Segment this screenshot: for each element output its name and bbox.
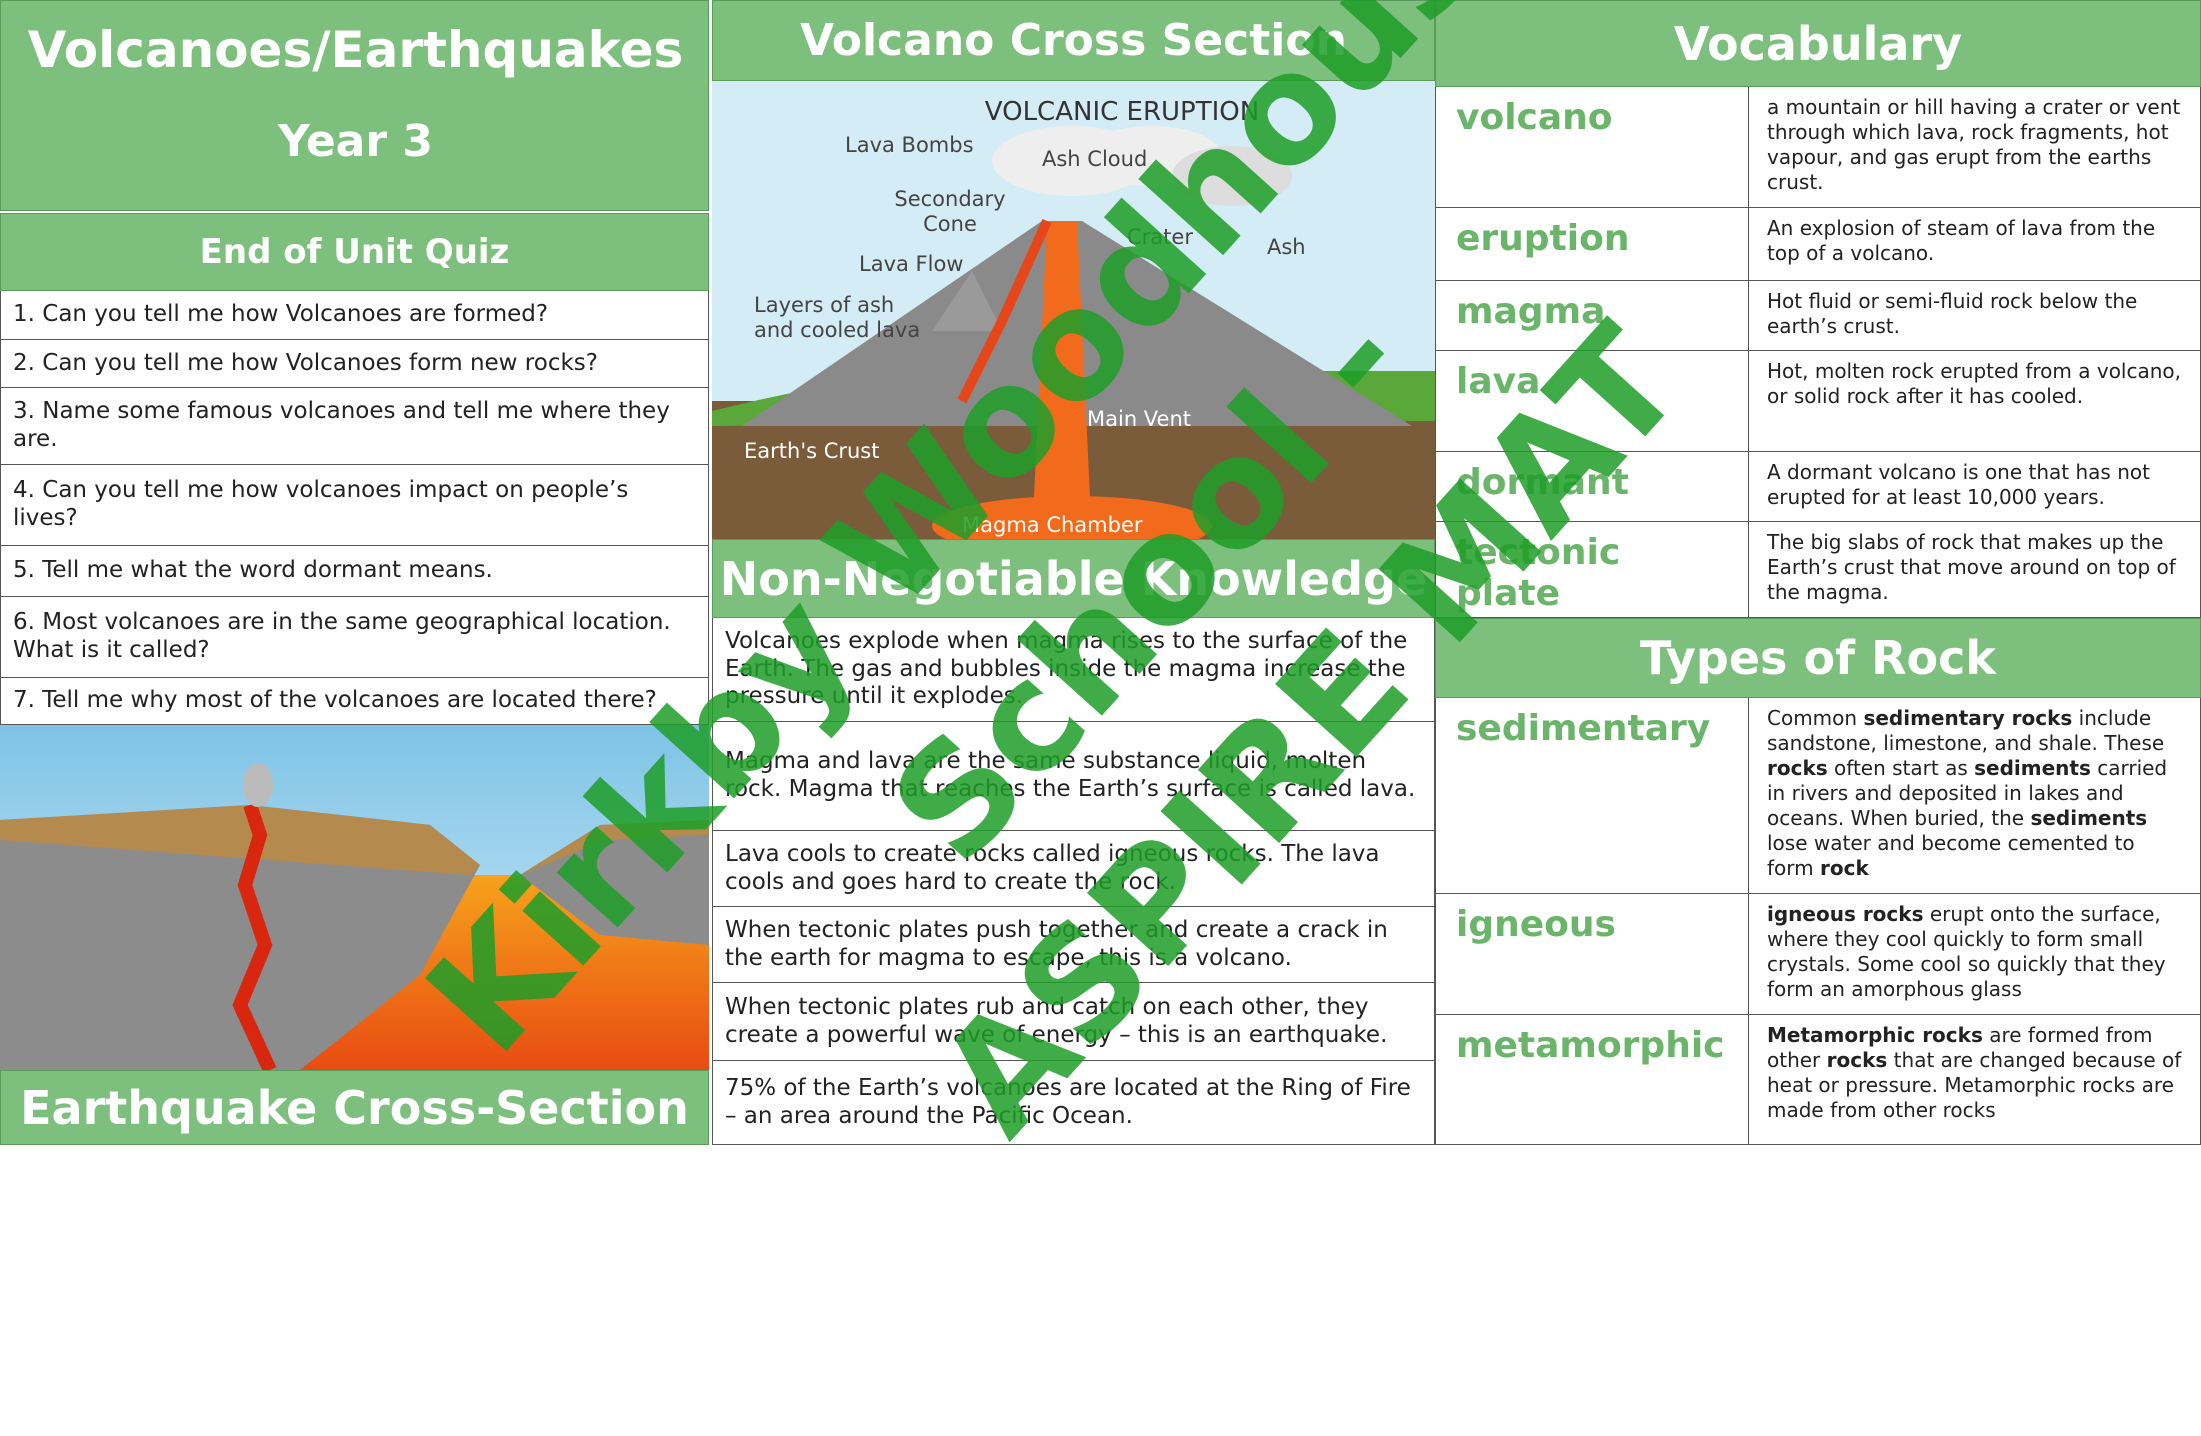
quiz-question: 5. Tell me what the word dormant means. [0, 546, 709, 597]
bold-run: igneous rocks [1767, 902, 1923, 926]
quiz-question: 6. Most volcanoes are in the same geogra… [0, 597, 709, 678]
knowledge-item: Magma and lava are the same substance li… [712, 722, 1435, 831]
vocab-word: dormant [1435, 452, 1748, 522]
bold-run: rocks [1767, 756, 1828, 780]
earthquake-title: Earthquake Cross-Section [0, 1070, 709, 1145]
subtitle: Year 3 [1, 116, 710, 176]
earthquake-diagram [0, 725, 709, 1070]
rock-word: sedimentary [1435, 698, 1748, 894]
title-panel: Volcanoes/Earthquakes Year 3 [0, 0, 709, 211]
vocab-definition: An explosion of steam of lava from the t… [1748, 208, 2201, 281]
vocab-definition: Hot, molten rock erupted from a volcano,… [1748, 351, 2201, 452]
rock-definition: Metamorphic rocks are formed from other … [1748, 1015, 2201, 1145]
quiz-title: End of Unit Quiz [0, 213, 709, 291]
knowledge-item: Lava cools to create rocks called igneou… [712, 831, 1435, 907]
text-run: often start as [1828, 756, 1974, 780]
vocab-definition: The big slabs of rock that makes up the … [1748, 522, 2201, 618]
vocab-word: tectonic plate [1435, 522, 1748, 618]
rock-definition: igneous rocks erupt onto the surface, wh… [1748, 894, 2201, 1015]
page: Volcanoes/Earthquakes Year 3 End of Unit Q… [0, 0, 2201, 1145]
diagram-label: Earth's Crust [744, 439, 924, 499]
bold-run: sediments [2030, 806, 2147, 830]
diagram-label: Main Vent [1087, 407, 1237, 467]
rock-word: metamorphic [1435, 1015, 1748, 1145]
quiz-question: 3. Name some famous volcanoes and tell m… [0, 388, 709, 465]
diagram-label: Lava Bombs [845, 133, 985, 193]
quiz-question: 1. Can you tell me how Volcanoes are for… [0, 291, 709, 340]
bold-run: rocks [1827, 1048, 1888, 1072]
bold-run: sedimentary rocks [1863, 706, 2072, 730]
bold-run: Metamorphic rocks [1767, 1023, 1983, 1047]
diagram-label: Crater [1127, 225, 1247, 285]
bold-run: sediments [1974, 756, 2091, 780]
quiz-question: 2. Can you tell me how Volcanoes form ne… [0, 340, 709, 388]
vocab-definition: Hot fluid or semi-fluid rock below the e… [1748, 281, 2201, 351]
rock-title: Types of Rock [1435, 618, 2201, 698]
vocab-word: volcano [1435, 87, 1748, 208]
knowledge-item: Volcanoes explode when magma rises to th… [712, 618, 1435, 722]
knowledge-title: Non-Negotiable Knowledge [712, 539, 1435, 618]
knowledge-item: When tectonic plates rub and catch on ea… [712, 983, 1435, 1061]
vocab-definition: A dormant volcano is one that has not er… [1748, 452, 2201, 522]
bold-run: rock [1820, 856, 1869, 880]
diagram-label: Layers of ash and cooled lava [754, 293, 924, 353]
diagram-title: VOLCANIC ERUPTION [892, 97, 1352, 131]
diagram-label: Ash [1267, 235, 1347, 295]
quiz-question: 7. Tell me why most of the volcanoes are… [0, 678, 709, 725]
text-run: Common [1767, 706, 1863, 730]
diagram-label: Ash Cloud [1042, 147, 1182, 207]
vocab-word: eruption [1435, 208, 1748, 281]
vocab-word: lava [1435, 351, 1748, 452]
vocab-word: magma [1435, 281, 1748, 351]
rock-definition: Common sedimentary rocks include sandsto… [1748, 698, 2201, 894]
title: Volcanoes/Earthquakes [1, 21, 710, 91]
earthquake-image [0, 725, 709, 1070]
knowledge-item: 75% of the Earth’s volcanoes are located… [712, 1061, 1435, 1145]
vocab-definition: a mountain or hill having a crater or ve… [1748, 87, 2201, 208]
vocab-title: Vocabulary [1435, 0, 2201, 87]
knowledge-item: When tectonic plates push together and c… [712, 907, 1435, 983]
quiz-question: 4. Can you tell me how volcanoes impact … [0, 465, 709, 546]
volcano-title: Volcano Cross Section [712, 0, 1435, 81]
rock-word: igneous [1435, 894, 1748, 1015]
diagram-label: Secondary Cone [880, 187, 1020, 247]
